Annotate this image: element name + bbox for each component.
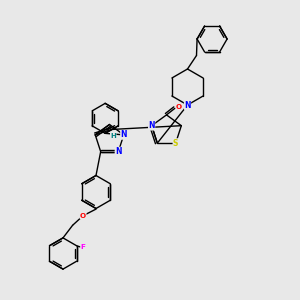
Text: F: F: [81, 244, 85, 250]
Text: O: O: [176, 104, 182, 110]
Text: N: N: [184, 100, 191, 109]
Text: S: S: [173, 139, 178, 148]
Text: N: N: [115, 147, 122, 156]
Text: N: N: [121, 130, 127, 140]
Text: N: N: [148, 121, 155, 130]
Text: O: O: [80, 213, 86, 219]
Text: H: H: [110, 133, 116, 139]
